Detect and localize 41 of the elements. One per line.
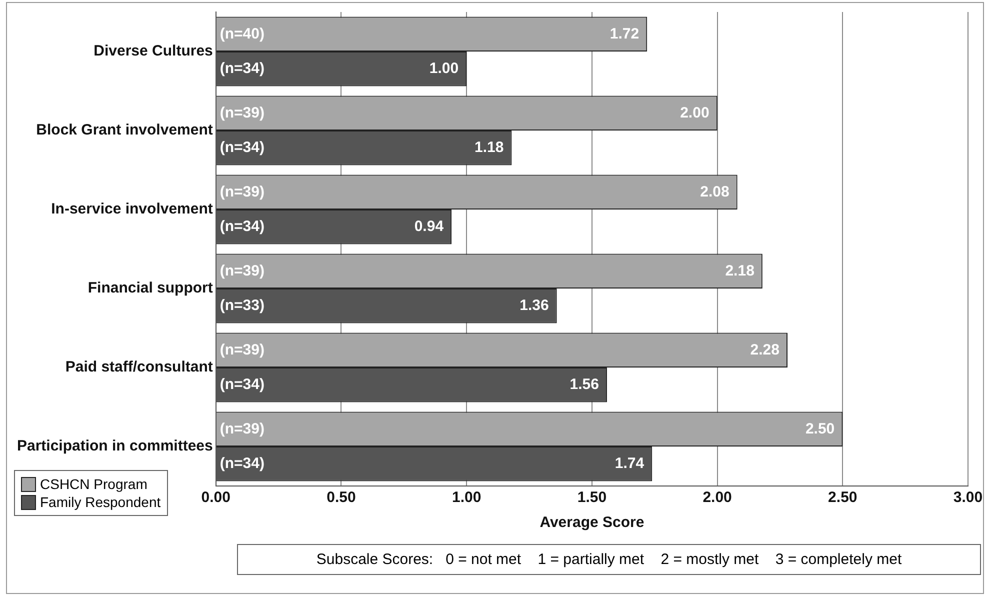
data-label: 0.94 bbox=[414, 218, 444, 236]
data-label: 1.36 bbox=[520, 297, 549, 314]
y-tick-label: Block Grant involvement bbox=[36, 122, 213, 139]
data-label: 2.50 bbox=[805, 420, 835, 438]
legend-label: CSHCN Program bbox=[40, 476, 148, 492]
x-tick-label: 0.00 bbox=[201, 489, 230, 506]
data-label: 1.18 bbox=[474, 139, 504, 156]
annotation: (n=39) bbox=[220, 262, 264, 280]
annotation: (n=39) bbox=[220, 104, 264, 122]
x-tick-label: 1.00 bbox=[452, 489, 482, 506]
annotation: (n=34) bbox=[220, 60, 264, 78]
legend-label: Family Respondent bbox=[40, 494, 161, 510]
annotation: (n=34) bbox=[220, 455, 264, 472]
annotation: (n=39) bbox=[220, 183, 264, 200]
x-tick-label: 2.50 bbox=[828, 489, 858, 506]
data-label: 1.74 bbox=[614, 455, 645, 472]
annotation: (n=39) bbox=[220, 341, 264, 358]
data-label: 1.00 bbox=[429, 60, 459, 78]
annotation: (n=39) bbox=[220, 420, 264, 438]
data-label: 2.18 bbox=[725, 262, 754, 280]
x-tick-label: 3.00 bbox=[953, 489, 983, 506]
annotation: (n=34) bbox=[220, 218, 264, 236]
data-label: 2.28 bbox=[750, 341, 780, 358]
y-tick-label: In-service involvement bbox=[51, 200, 213, 218]
annotation: (n=34) bbox=[220, 139, 264, 156]
annotation: (n=40) bbox=[220, 25, 264, 42]
x-tick-label: 2.00 bbox=[702, 489, 732, 506]
data-label: 2.08 bbox=[700, 183, 730, 200]
data-label: 2.00 bbox=[680, 104, 710, 122]
x-axis-title: Average Score bbox=[540, 514, 644, 532]
annotation: (n=34) bbox=[220, 376, 264, 394]
x-tick-label: 1.50 bbox=[577, 489, 607, 506]
data-label: 1.72 bbox=[610, 25, 640, 42]
annotation: (n=33) bbox=[220, 297, 264, 314]
y-tick-label: Diverse Cultures bbox=[94, 42, 213, 60]
data-label: 1.56 bbox=[570, 376, 599, 394]
y-tick-label: Participation in committees bbox=[16, 438, 213, 455]
y-tick-label: Financial support bbox=[88, 280, 213, 297]
y-tick-label: Paid staff/consultant bbox=[65, 358, 213, 376]
text: Subscale Scores: 0 = not met 1 = partially met 2 = mostly met 3 = completely met bbox=[237, 544, 981, 575]
x-tick-label: 0.50 bbox=[326, 489, 356, 506]
